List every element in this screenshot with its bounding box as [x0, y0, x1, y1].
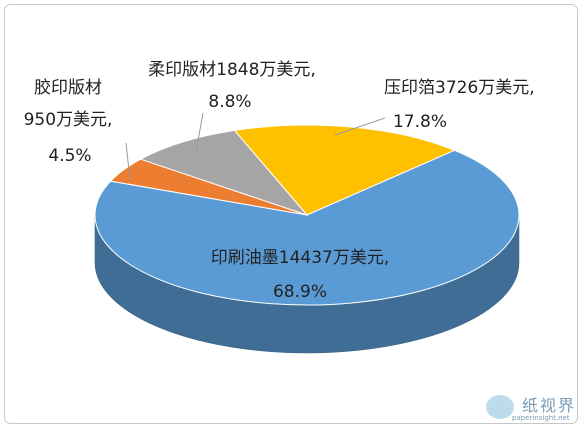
watermark-url: paperinsight.net: [512, 414, 570, 422]
data-label-value: 68.9%: [272, 282, 328, 302]
slice: [233, 124, 456, 216]
leader-line: [334, 117, 386, 136]
data-label-value: 17.8%: [392, 112, 448, 132]
data-label-category: 柔印版材1848万美元,: [148, 60, 316, 80]
data-label-value: 8.8%: [208, 92, 252, 112]
watermark-text: 纸视界: [522, 396, 577, 415]
data-label-category: 压印箔3726万美元,: [384, 78, 535, 98]
slice: [139, 129, 309, 217]
data-label-value: 4.5%: [48, 146, 92, 166]
data-label-category: 印刷油墨14437万美元,: [210, 248, 390, 268]
leader-line: [195, 112, 204, 153]
slice: [94, 149, 520, 306]
watermark-logo: [486, 395, 514, 419]
data-label-category: 胶印版材 950万美元,: [23, 78, 113, 130]
pie: [94, 124, 520, 354]
leader-line: [125, 142, 131, 181]
